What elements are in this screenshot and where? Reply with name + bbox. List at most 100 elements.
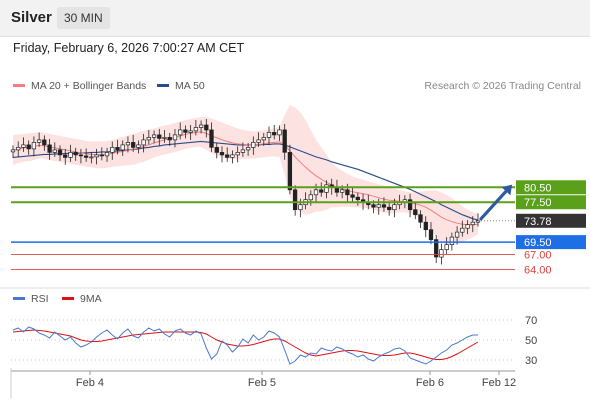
candle-66 <box>350 187 355 202</box>
bollinger-band-area <box>13 105 478 246</box>
x-tick-label-4: Feb 12 <box>482 377 516 389</box>
candle-body <box>204 124 209 131</box>
level-support-67-00: 67.00 <box>11 250 552 262</box>
candle-body <box>89 156 94 159</box>
candle-body <box>423 221 428 231</box>
candle-body <box>73 152 78 156</box>
candle-body <box>57 149 63 156</box>
candle-87 <box>460 220 465 237</box>
candle-body <box>287 152 293 191</box>
legend-rsi: RSI <box>13 293 49 305</box>
candle-body <box>26 144 31 150</box>
candle-body <box>99 154 104 157</box>
candle-49 <box>261 132 266 146</box>
candle-78 <box>413 202 418 220</box>
candle-10 <box>57 145 63 161</box>
candle-body <box>251 142 256 148</box>
candle-body <box>78 154 84 157</box>
candle-2 <box>16 141 21 158</box>
level-resistance-80-50: 80.50 <box>11 180 586 195</box>
candle-25 <box>136 140 141 154</box>
candle-body <box>350 194 355 198</box>
candle-79 <box>418 210 423 229</box>
candle-21 <box>115 139 120 155</box>
candle-body <box>235 152 240 156</box>
candle-14 <box>78 148 84 164</box>
candle-22 <box>120 140 125 156</box>
candle-body <box>83 155 89 158</box>
candle-30 <box>162 129 167 143</box>
candle-26 <box>141 133 146 153</box>
candle-80 <box>423 216 428 238</box>
candle-11 <box>63 148 68 165</box>
legend-bollinger-swatch <box>13 83 25 87</box>
level-label: 69.50 <box>524 237 552 249</box>
level-last-73-78: 73.78 <box>478 213 586 228</box>
candle-7 <box>42 135 47 151</box>
candle-body <box>308 194 313 201</box>
level-tag <box>516 213 586 228</box>
timeframe-button[interactable]: 30 MIN <box>57 7 110 29</box>
candle-body <box>407 199 413 211</box>
candle-89 <box>470 216 475 233</box>
candle-body <box>110 147 115 153</box>
candle-47 <box>251 136 256 155</box>
timestamp: Friday, February 6, 2026 7:00:27 AM CET <box>13 41 245 55</box>
candle-body <box>282 129 287 153</box>
candle-73 <box>387 202 392 216</box>
candle-52 <box>277 125 282 141</box>
candle-body <box>313 189 319 196</box>
candle-body <box>345 189 350 196</box>
candle-body <box>439 249 444 258</box>
candle-8 <box>47 138 52 160</box>
candle-40 <box>214 142 219 159</box>
level-tag <box>516 235 586 250</box>
x-tick-label-1: Feb 4 <box>76 377 104 389</box>
candle-body <box>272 132 277 136</box>
candle-body <box>42 139 47 146</box>
candle-body <box>387 206 392 211</box>
candle-20 <box>110 141 115 160</box>
candle-81 <box>428 222 434 245</box>
candle-38 <box>204 118 209 138</box>
candle-33 <box>178 122 183 140</box>
candle-body <box>449 236 455 245</box>
candle-1 <box>10 145 16 158</box>
candle-body <box>376 204 381 208</box>
level-resistance-77-50: 77.50 <box>11 195 586 210</box>
candle-51 <box>272 124 277 140</box>
candle-body <box>104 152 110 157</box>
candle-15 <box>83 148 89 162</box>
candle-12 <box>68 144 73 162</box>
candle-body <box>225 154 230 158</box>
candle-body <box>198 124 204 128</box>
candle-body <box>151 134 157 138</box>
candle-61 <box>324 180 329 199</box>
candle-88 <box>465 220 470 235</box>
candle-body <box>324 184 329 193</box>
candle-body <box>454 231 460 238</box>
candle-body <box>214 147 219 153</box>
candle-19 <box>104 147 110 162</box>
symbol-title: Silver <box>11 9 52 26</box>
candle-5 <box>31 136 37 157</box>
chart-header: Silver 30 MIN <box>0 0 590 37</box>
candle-body <box>31 142 37 150</box>
candle-27 <box>146 129 151 145</box>
candle-83 <box>439 243 444 265</box>
candle-34 <box>183 125 188 139</box>
level-pivot-69-50: 69.50 <box>11 235 586 250</box>
candle-body <box>115 147 120 151</box>
legend-ma50: MA 50 <box>157 80 205 92</box>
candle-body <box>120 144 125 151</box>
candle-body <box>94 154 99 158</box>
candle-body <box>172 134 178 141</box>
legend-bollinger-label: MA 20 + Bollinger Bands <box>31 80 147 92</box>
candle-body <box>319 189 324 193</box>
candle-body <box>266 132 272 138</box>
credit-text: Research © 2026 Trading Central <box>424 80 581 92</box>
candle-body <box>68 152 73 158</box>
level-support-64-00: 64.00 <box>11 265 552 277</box>
candle-body <box>183 129 188 133</box>
candle-82 <box>434 235 439 264</box>
